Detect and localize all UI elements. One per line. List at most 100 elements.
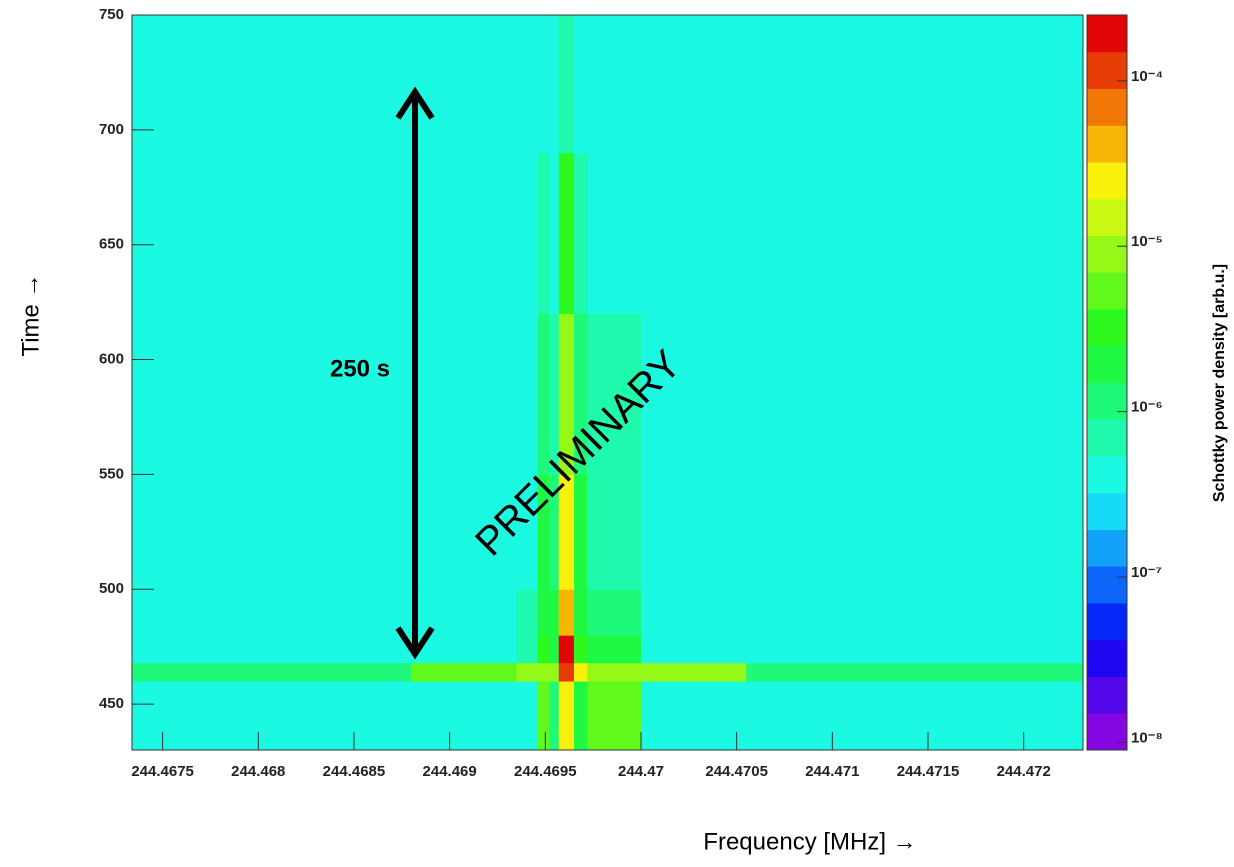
cell [587,589,642,636]
y-axis-label: Time → [17,273,44,356]
cell [574,152,588,315]
cell [746,681,1084,751]
cell [132,681,412,751]
colorbar-band [1087,162,1127,200]
cell [537,589,550,636]
cell [587,474,642,590]
x-tick-label: 244.4675 [131,763,194,780]
cell [558,474,575,590]
x-tick-label: 244.4685 [323,763,386,780]
cell [574,589,588,636]
cell [132,313,412,475]
cell [411,681,518,751]
x-tick-label: 244.468 [231,763,285,780]
cell [411,15,518,154]
x-axis-label: Frequency [MHz] → [703,828,916,855]
x-tick-label: 244.4715 [897,763,960,780]
cell [516,152,539,315]
x-tick-label: 244.472 [997,763,1051,780]
y-tick-label: 550 [99,465,124,482]
axes: 10⁻⁸ 10⁻⁷ 10⁻⁶ 10⁻⁵ 10⁻⁴ 244.4675 244.468 244.4… [99,6,1163,780]
cell [746,474,1084,590]
cell [746,662,1084,682]
cell [537,635,550,664]
cell [516,681,539,751]
cell [411,635,518,664]
colorbar-band [1087,345,1127,383]
colorbar-band [1087,676,1127,714]
x-tick-label: 244.4695 [514,763,577,780]
colorbar-band [1087,492,1127,530]
cell [549,662,560,682]
cell [537,313,550,475]
cell [574,313,588,475]
cell [574,474,588,590]
cell [549,152,560,315]
cell [132,635,412,664]
cell [516,474,539,590]
colorbar-tick-label: 10⁻⁵ [1131,233,1163,250]
cell [746,313,1084,475]
colorbar [1087,15,1127,751]
colorbar-band [1087,566,1127,604]
y-tick-label: 700 [99,121,124,138]
cell [640,589,747,636]
cell [537,152,550,315]
cell [558,681,575,751]
cell [640,152,747,315]
cell [746,635,1084,664]
cell [574,635,588,664]
colorbar-band [1087,272,1127,310]
cell [574,15,588,154]
annotation: 250 s [330,355,390,382]
colorbar-band [1087,456,1127,494]
cell [587,313,642,475]
cell [640,313,747,475]
colorbar-tick-label: 10⁻⁸ [1131,729,1163,746]
colorbar-band [1087,639,1127,677]
cell [640,681,747,751]
plot-frame [131,14,1084,751]
cell [574,662,588,682]
cell [587,152,642,315]
cell [516,15,539,154]
cell [132,15,412,154]
cell [640,15,747,154]
cell [558,589,575,636]
cell [549,589,560,636]
cell [558,662,575,682]
cell [537,474,550,590]
heatmap [132,15,1084,751]
cell [132,474,412,590]
cell [574,681,588,751]
cell [640,635,747,664]
arrow [395,86,435,660]
cell [132,589,412,636]
x-tick-label: 244.469 [423,763,477,780]
cell [549,635,560,664]
colorbar-band [1087,603,1127,641]
cell [640,662,747,682]
cell [558,635,575,664]
cell [587,15,642,154]
colorbar-band [1087,51,1127,89]
cell [558,15,575,154]
cell [549,474,560,590]
cell [516,662,539,682]
y-tick-label: 600 [99,351,124,368]
cell [587,635,642,664]
cell [537,681,550,751]
colorbar-tick-label: 10⁻⁷ [1131,564,1162,581]
colorbar-band [1087,15,1127,53]
colorbar-band [1087,309,1127,347]
colorbar-band [1087,88,1127,126]
cell [516,635,539,664]
cell [516,589,539,636]
colorbar-tick-label: 10⁻⁴ [1131,68,1163,85]
cell [549,313,560,475]
cell [746,589,1084,636]
y-tick-label: 450 [99,695,124,712]
cell [411,313,518,475]
colorbar-band [1087,529,1127,567]
